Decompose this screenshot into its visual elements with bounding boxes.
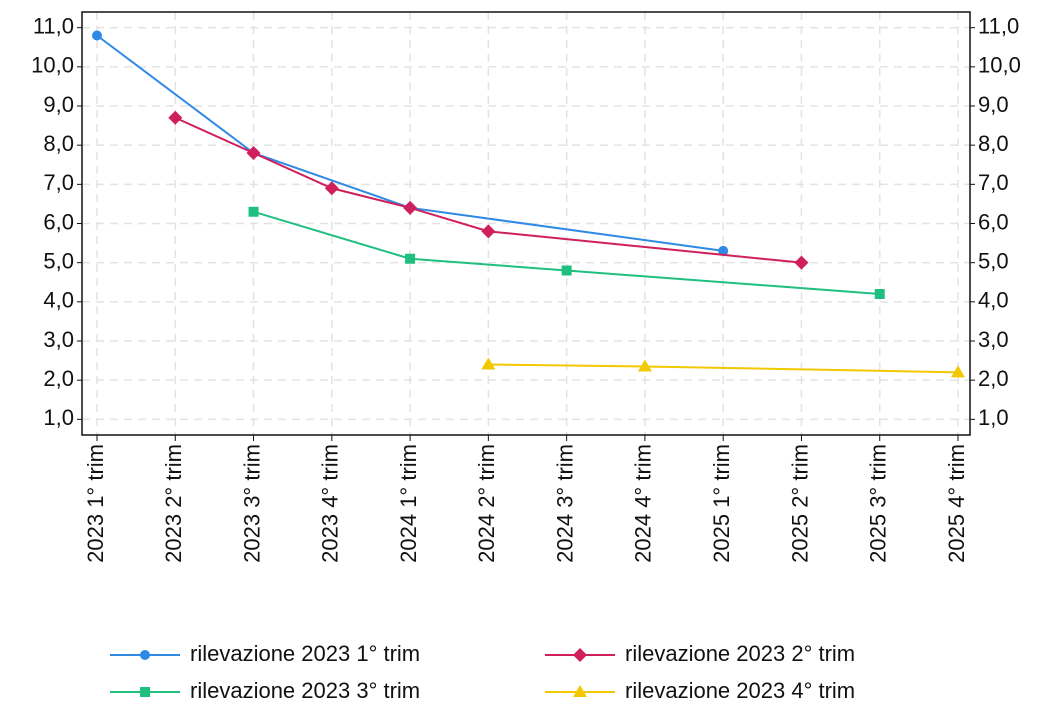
x-tick-label: 2024 4° trim: [631, 444, 656, 563]
y2-tick-label: 5,0: [978, 248, 1009, 273]
x-tick-label: 2023 3° trim: [239, 444, 264, 563]
x-tick-label: 2023 1° trim: [83, 444, 108, 563]
legend-marker: [140, 650, 150, 660]
point: [168, 110, 183, 125]
point: [561, 265, 572, 276]
y-tick-label: 11,0: [33, 13, 74, 38]
legend-marker: [573, 685, 587, 697]
y2-tick-label: 1,0: [978, 405, 1009, 430]
x-tick-label: 2024 3° trim: [552, 444, 577, 563]
y2-tick-label: 9,0: [978, 92, 1009, 117]
point: [403, 200, 418, 215]
y-tick-label: 4,0: [43, 288, 74, 313]
y2-tick-label: 11,0: [978, 13, 1019, 38]
point: [637, 359, 652, 372]
y2-tick-label: 7,0: [978, 170, 1009, 195]
point: [481, 357, 496, 370]
y-tick-label: 3,0: [43, 327, 74, 352]
legend-item: rilevazione 2023 3° trim: [110, 678, 420, 703]
x-tick-label: 2025 1° trim: [709, 444, 734, 563]
y2-tick-label: 8,0: [978, 131, 1009, 156]
legend-marker: [140, 687, 150, 697]
legend-label: rilevazione 2023 2° trim: [625, 641, 855, 666]
y2-tick-label: 6,0: [978, 209, 1009, 234]
x-tick-label: 2023 4° trim: [318, 444, 343, 563]
series-line: [174, 116, 802, 264]
y-tick-label: 6,0: [43, 209, 74, 234]
series-line: [253, 210, 880, 295]
point: [324, 181, 339, 196]
point: [248, 206, 259, 217]
y-tick-label: 5,0: [43, 248, 74, 273]
point: [92, 30, 102, 41]
y-tick-label: 2,0: [43, 366, 74, 391]
y-tick-label: 8,0: [43, 131, 74, 156]
point: [874, 289, 885, 299]
y2-tick-label: 10,0: [978, 53, 1021, 78]
legend-marker: [573, 648, 587, 662]
point: [951, 365, 965, 378]
y-tick-label: 7,0: [43, 170, 74, 195]
y2-tick-label: 2,0: [978, 366, 1009, 391]
point: [405, 253, 416, 264]
point: [794, 255, 809, 270]
y2-tick-label: 4,0: [978, 288, 1009, 313]
x-tick-label: 2024 2° trim: [474, 444, 499, 563]
y2-tick-label: 3,0: [978, 327, 1009, 352]
legend-label: rilevazione 2023 3° trim: [190, 678, 420, 703]
point: [246, 146, 261, 160]
y-tick-label: 9,0: [43, 92, 74, 117]
plot-frame: [81, 11, 971, 436]
legend-label: rilevazione 2023 1° trim: [190, 641, 420, 666]
legend-item: rilevazione 2023 2° trim: [545, 641, 855, 666]
x-tick-label: 2023 2° trim: [161, 444, 186, 563]
x-tick-label: 2025 3° trim: [866, 444, 891, 563]
x-tick-label: 2025 2° trim: [787, 444, 812, 563]
y-tick-label: 1,0: [43, 405, 74, 430]
y-tick-label: 10,0: [31, 53, 74, 78]
series-line: [96, 34, 724, 252]
legend-item: rilevazione 2023 1° trim: [110, 641, 420, 666]
point: [481, 224, 496, 239]
point: [718, 245, 729, 256]
x-tick-label: 2025 4° trim: [944, 444, 969, 563]
x-tick-label: 2024 1° trim: [396, 444, 421, 563]
legend-item: rilevazione 2023 4° trim: [545, 678, 855, 703]
legend-label: rilevazione 2023 4° trim: [625, 678, 855, 703]
